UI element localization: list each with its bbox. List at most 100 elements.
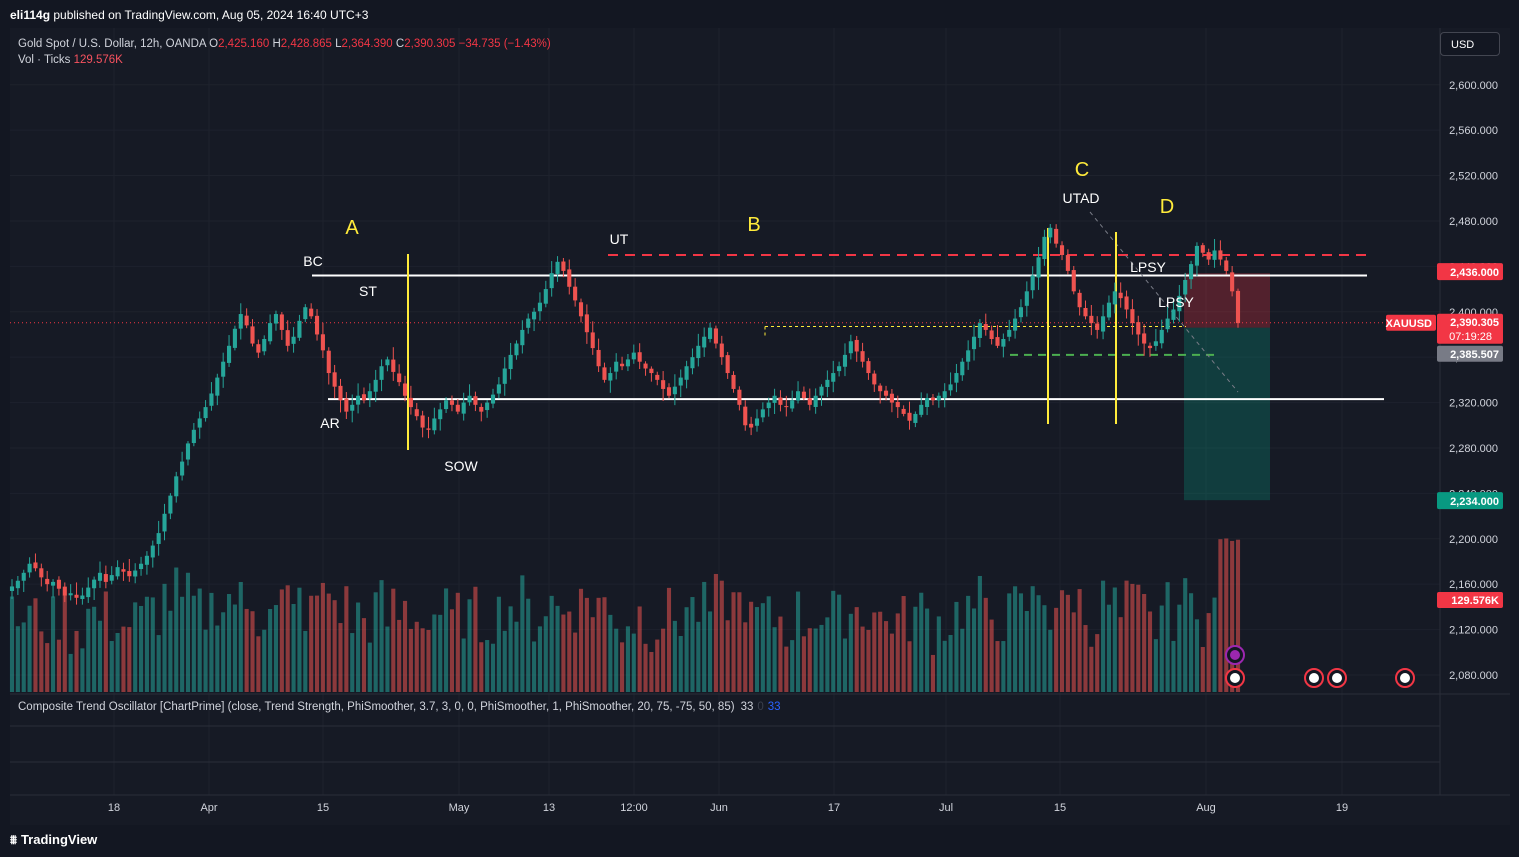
volume-bar: [479, 642, 484, 692]
candle-body: [56, 579, 61, 589]
volume-bar: [520, 575, 525, 692]
candle-body: [719, 343, 724, 358]
volume-bar: [262, 629, 267, 692]
volume-bar: [1112, 587, 1117, 692]
volume-bar: [1018, 593, 1024, 692]
candle-body: [1059, 245, 1065, 256]
volume-bar: [15, 626, 20, 692]
candle-body: [1048, 227, 1053, 238]
volume-bar: [749, 601, 754, 692]
candle-body: [473, 396, 478, 405]
volume-bar: [226, 594, 232, 692]
volume-label[interactable]: Vol · Ticks: [18, 54, 71, 66]
candle-body: [262, 339, 267, 352]
candle-body: [778, 397, 783, 405]
volume-bar: [860, 626, 865, 692]
price-tags: 2,436.000 XAUUSD 2,390.305 07:19:28 2,385.50…: [1386, 263, 1503, 608]
candle-body: [696, 345, 701, 359]
candle-body: [930, 397, 936, 401]
candle-body: [1171, 309, 1176, 320]
high-value: 2,428.865: [280, 38, 332, 50]
currency-button[interactable]: USD: [1440, 32, 1500, 56]
volume-bar: [297, 587, 302, 692]
volume-bar: [614, 628, 619, 692]
volume-bar: [121, 626, 126, 692]
candle-body: [1142, 333, 1147, 344]
candle-body: [620, 363, 625, 367]
candle-body: [1077, 292, 1082, 308]
candle-body: [649, 368, 654, 374]
candle-body: [807, 398, 812, 405]
volume-bar: [221, 612, 226, 692]
candle-body: [872, 373, 877, 385]
volume-bar: [1224, 538, 1229, 692]
volume-bar: [708, 611, 713, 692]
volume-bar: [191, 595, 196, 692]
symbol-title[interactable]: Gold Spot / U.S. Dollar, 12h, OANDA: [18, 38, 206, 50]
candle-body: [455, 404, 460, 412]
volume-bar: [490, 643, 496, 692]
volume-bar: [309, 595, 314, 692]
candle-body: [285, 330, 290, 346]
candle-body: [1083, 308, 1088, 317]
volume-bar: [127, 627, 132, 692]
candle-body: [848, 341, 853, 354]
tradingview-logo-icon: ⩩: [10, 832, 17, 847]
x-tick-label: 18: [108, 802, 120, 814]
volume-bar: [1153, 639, 1158, 692]
x-tick-label: Jun: [710, 802, 728, 814]
candle-body: [1124, 296, 1129, 310]
volume-bar: [408, 628, 413, 692]
volume-bar: [878, 611, 883, 692]
volume-bar: [819, 624, 824, 692]
candle-body: [942, 391, 947, 398]
candle-body: [608, 373, 613, 381]
brand-label: TradingView: [20, 832, 98, 847]
candle-body: [402, 383, 408, 396]
candle-body: [103, 574, 108, 582]
candle-body: [1065, 255, 1070, 271]
y-tick-label: 2,600.000: [1449, 80, 1498, 92]
oscillator-legend[interactable]: Composite Trend Oscillator [ChartPrime] …: [18, 701, 781, 713]
volume-bar: [51, 596, 56, 692]
candle-body: [485, 402, 490, 411]
candle-body: [913, 413, 918, 423]
volume-bar: [1089, 646, 1094, 692]
candle-body: [309, 308, 314, 317]
candle-body: [397, 373, 402, 383]
volume-bar: [655, 639, 660, 692]
candle-body: [232, 328, 237, 348]
candle-body: [760, 409, 765, 418]
candle-body: [74, 594, 79, 598]
candle-body: [549, 273, 554, 289]
tradingview-logo[interactable]: ⩩ TradingView: [10, 832, 97, 848]
volume-bar: [174, 567, 179, 692]
candle-body: [866, 361, 871, 374]
last-price-tag-bg: [1437, 313, 1503, 344]
volume-bar: [778, 616, 783, 692]
candle-body: [514, 343, 519, 356]
volume-bar: [1235, 539, 1241, 692]
volume-bar: [1206, 613, 1211, 692]
volume-bar: [268, 608, 273, 692]
flag-icon: [1309, 673, 1319, 683]
volume-bar: [45, 643, 50, 692]
volume-bar: [971, 608, 977, 692]
chart-panel[interactable]: [10, 28, 1510, 825]
volume-bar: [948, 635, 953, 692]
candle-body: [297, 320, 302, 338]
volume-bar: [1212, 597, 1217, 692]
y-tick-label: 2,560.000: [1449, 125, 1498, 137]
volume-bar: [1042, 605, 1047, 692]
volume-bar: [444, 588, 449, 692]
volume-bar: [1136, 584, 1141, 692]
candle-body: [279, 314, 284, 330]
volume-bar: [420, 628, 425, 692]
candle-body: [960, 361, 965, 376]
candle-body: [590, 332, 595, 349]
volume-bar: [1001, 641, 1006, 692]
candle-body: [584, 314, 589, 333]
st-label: ST: [359, 283, 377, 299]
